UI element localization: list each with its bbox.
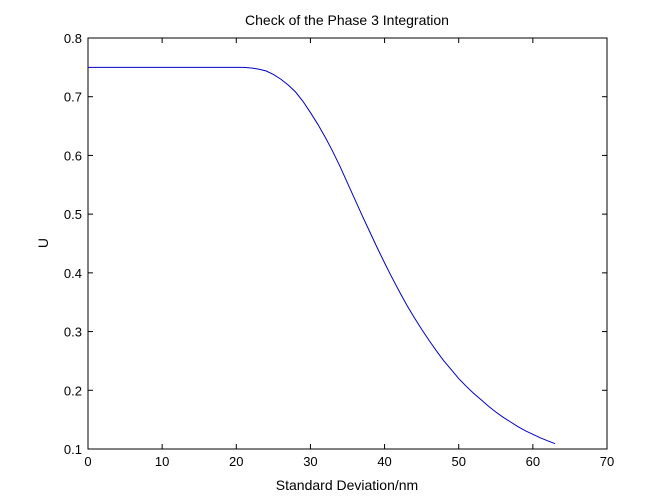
series-line xyxy=(88,66,556,445)
chart-title: Check of the Phase 3 Integration xyxy=(245,12,449,28)
x-tick-label: 0 xyxy=(84,454,91,469)
y-tick-label: 0.1 xyxy=(64,442,82,457)
x-axis-label: Standard Deviation/nm xyxy=(276,477,418,493)
plot-area xyxy=(87,37,608,450)
x-tick-label: 70 xyxy=(600,454,614,469)
y-tick-label: 0.7 xyxy=(64,90,82,105)
x-tick-label: 60 xyxy=(526,454,540,469)
y-tick-label: 0.5 xyxy=(64,207,82,222)
x-tick-label: 20 xyxy=(229,454,243,469)
x-tick-label: 50 xyxy=(451,454,465,469)
y-tick-label: 0.3 xyxy=(64,325,82,340)
axis-ticks xyxy=(87,37,608,450)
y-tick-label: 0.2 xyxy=(64,383,82,398)
x-tick-label: 10 xyxy=(155,454,169,469)
y-tick-label: 0.4 xyxy=(64,266,82,281)
y-tick-label: 0.6 xyxy=(64,148,82,163)
y-tick-labels: 0.1 0.2 0.3 0.4 0.5 0.6 0.7 0.8 xyxy=(64,31,82,457)
x-tick-labels: 0 10 20 30 40 50 60 70 xyxy=(84,454,614,469)
x-tick-label: 30 xyxy=(303,454,317,469)
y-axis-label: U xyxy=(35,238,51,248)
x-tick-label: 40 xyxy=(377,454,391,469)
y-tick-label: 0.8 xyxy=(64,31,82,46)
